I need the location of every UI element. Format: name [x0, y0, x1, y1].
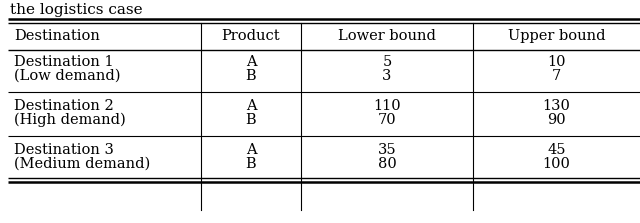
Text: 3: 3: [382, 69, 392, 83]
Text: 70: 70: [378, 113, 396, 127]
Text: A: A: [246, 143, 256, 157]
Text: 10: 10: [547, 55, 566, 69]
Text: 5: 5: [382, 55, 392, 69]
Text: B: B: [246, 113, 256, 127]
Text: A: A: [246, 55, 256, 69]
Text: (High demand): (High demand): [14, 113, 125, 127]
Text: 130: 130: [543, 99, 570, 113]
Text: Destination 2: Destination 2: [14, 99, 114, 113]
Text: 45: 45: [547, 143, 566, 157]
Text: Destination: Destination: [14, 29, 100, 43]
Text: Destination 3: Destination 3: [14, 143, 114, 157]
Text: (Medium demand): (Medium demand): [14, 157, 150, 171]
Text: Product: Product: [221, 29, 280, 43]
Text: A: A: [246, 99, 256, 113]
Text: 7: 7: [552, 69, 561, 83]
Text: B: B: [246, 69, 256, 83]
Text: 110: 110: [373, 99, 401, 113]
Text: 100: 100: [543, 157, 570, 171]
Text: (Low demand): (Low demand): [14, 69, 120, 83]
Text: 80: 80: [378, 157, 396, 171]
Text: the logistics case: the logistics case: [10, 3, 143, 17]
Text: B: B: [246, 157, 256, 171]
Text: Lower bound: Lower bound: [338, 29, 436, 43]
Text: Destination 1: Destination 1: [14, 55, 114, 69]
Text: 90: 90: [547, 113, 566, 127]
Text: 35: 35: [378, 143, 396, 157]
Text: Upper bound: Upper bound: [508, 29, 605, 43]
